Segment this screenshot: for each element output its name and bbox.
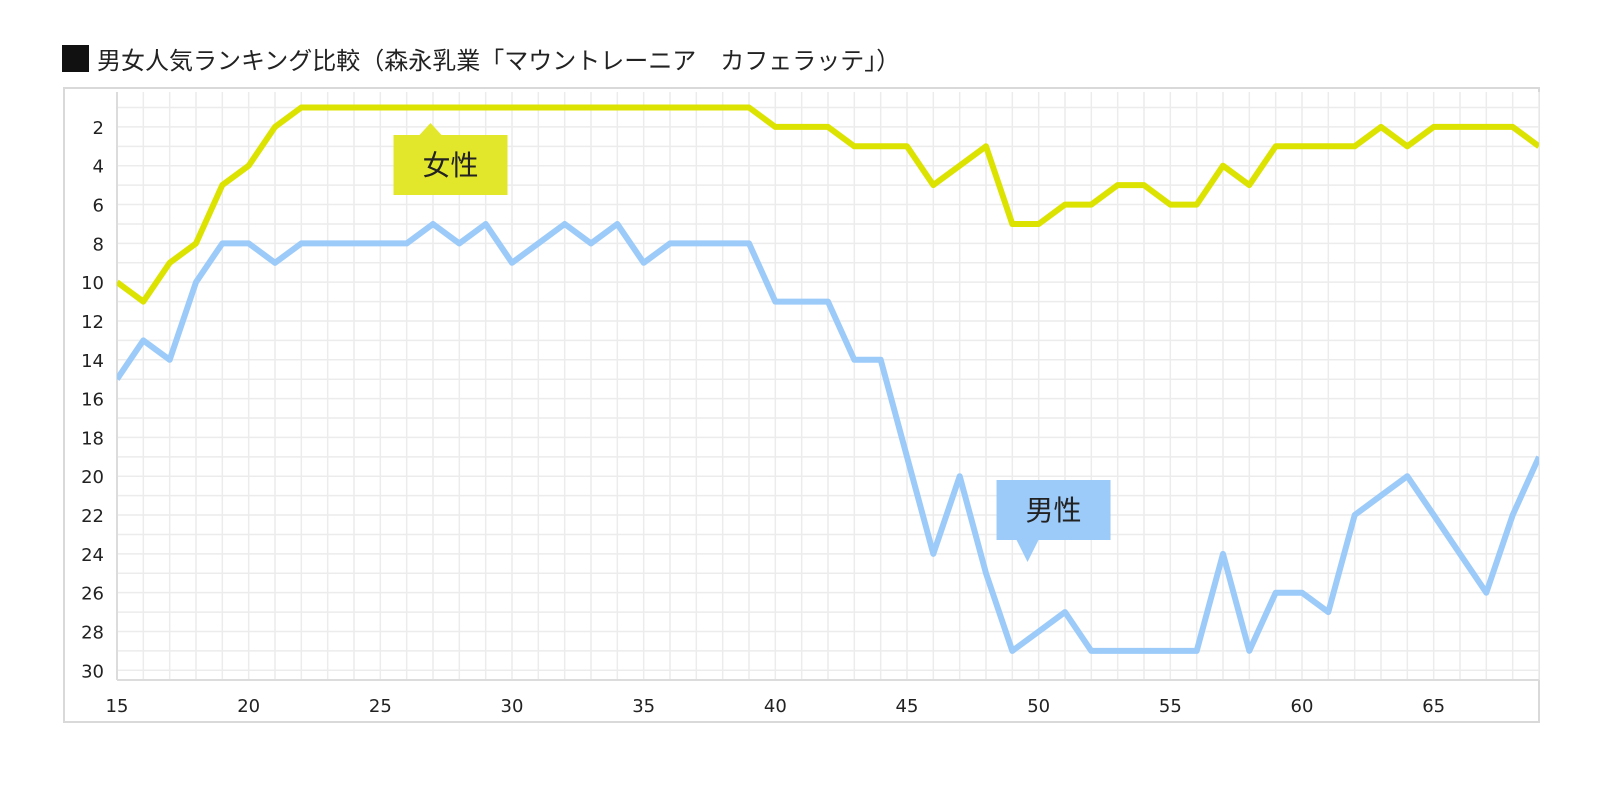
y-tick-label: 30 [81,661,104,682]
chart-title-row: 男女人気ランキング比較（森永乳業「マウントレーニア カフェラッテ」） [62,38,900,78]
x-tick-label: 15 [106,696,129,717]
callout-male: 男性 [996,480,1111,562]
x-tick-label: 50 [1027,696,1050,717]
y-tick-label: 20 [81,467,104,488]
x-tick-label: 60 [1291,696,1314,717]
x-tick-label: 20 [237,696,260,717]
chart-title: 男女人気ランキング比較（森永乳業「マウントレーニア カフェラッテ」） [97,46,901,75]
x-tick-label: 25 [369,696,392,717]
callout-box [393,135,508,195]
series-line-female [117,104,1539,305]
y-tick-label: 6 [93,196,104,217]
y-tick-label: 4 [93,157,104,178]
callout-label: 男性 [1026,494,1082,527]
y-tick-label: 2 [93,118,104,139]
callout-label: 女性 [422,149,478,182]
x-tick-label: 30 [501,696,524,717]
y-tick-label: 22 [81,506,104,527]
y-tick-label: 24 [81,545,104,566]
callout-box [996,480,1111,540]
x-tick-label: 55 [1159,696,1182,717]
title-square-icon [62,44,89,72]
x-tick-label: 35 [632,696,655,717]
y-tick-label: 28 [81,622,104,643]
y-tick-label: 26 [81,584,104,605]
x-tick-label: 65 [1422,696,1445,717]
y-tick-label: 14 [81,351,104,372]
x-tick-label: 45 [896,696,919,717]
y-tick-label: 12 [81,312,104,333]
y-tick-label: 18 [81,428,104,449]
series-line-male [117,221,1539,654]
y-tick-label: 16 [81,390,104,411]
callout-arrow [419,123,442,135]
y-tick-label: 8 [93,234,104,255]
y-tick-label: 10 [81,273,104,294]
callout-female: 女性 [393,123,508,195]
callout-arrow [1016,540,1039,562]
x-tick-label: 40 [764,696,787,717]
